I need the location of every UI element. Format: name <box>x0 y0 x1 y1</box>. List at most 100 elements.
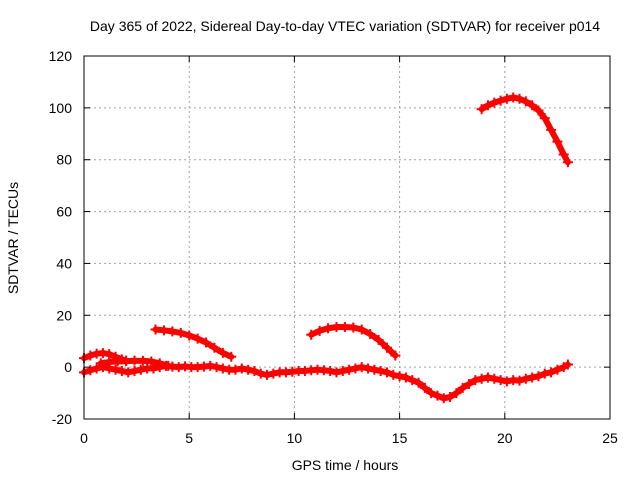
data-point <box>350 363 361 374</box>
data-point <box>85 365 96 376</box>
data-point <box>495 375 506 386</box>
x-axis-title: GPS time / hours <box>292 457 399 473</box>
data-point <box>211 362 222 373</box>
data-point <box>381 367 392 378</box>
data-point <box>482 372 493 383</box>
y-tick-label: 20 <box>56 307 72 323</box>
series-arc-5 <box>306 321 401 361</box>
data-point <box>154 358 165 369</box>
data-point <box>95 358 106 369</box>
data-point <box>129 355 140 366</box>
data-point <box>268 368 279 379</box>
data-point <box>533 105 544 116</box>
data-point <box>457 382 468 393</box>
data-point <box>91 363 102 374</box>
data-point <box>121 356 132 367</box>
data-point <box>381 342 392 353</box>
data-point <box>123 367 134 378</box>
x-tick-label: 10 <box>287 430 303 446</box>
data-point <box>255 368 266 379</box>
data-point <box>236 363 247 374</box>
y-axis-title: SDTVAR / TECUs <box>5 182 21 294</box>
data-point <box>158 325 169 336</box>
data-point <box>514 93 525 104</box>
data-point <box>432 390 443 401</box>
y-tick-label: 60 <box>56 204 72 220</box>
data-point <box>539 113 550 124</box>
data-point <box>243 364 254 375</box>
data-point <box>323 323 334 334</box>
data-point <box>148 363 159 374</box>
data-point <box>445 391 456 402</box>
data-point <box>163 360 174 371</box>
data-point <box>104 356 115 367</box>
data-point <box>489 373 500 384</box>
data-point <box>369 364 380 375</box>
data-point <box>562 359 573 370</box>
data-point <box>331 321 342 332</box>
data-point <box>539 368 550 379</box>
data-point <box>230 364 241 375</box>
data-point <box>552 364 563 375</box>
data-point <box>407 375 418 386</box>
data-point <box>520 373 531 384</box>
y-tick-label: 120 <box>49 48 73 64</box>
y-tick-label: 100 <box>49 100 73 116</box>
series-arc-3 <box>95 355 174 371</box>
data-point <box>217 347 228 358</box>
data-point <box>363 363 374 374</box>
data-point <box>116 366 127 377</box>
data-point <box>112 356 123 367</box>
data-point <box>470 375 481 386</box>
series-arc-2 <box>79 359 573 404</box>
x-tick-label: 25 <box>602 430 618 446</box>
data-point <box>489 97 500 108</box>
data-point <box>562 157 573 168</box>
chart-title: Day 365 of 2022, Sidereal Day-to-day VTE… <box>90 18 600 34</box>
data-layer <box>79 92 573 404</box>
data-point <box>546 367 557 378</box>
data-point <box>337 366 348 377</box>
data-point <box>552 136 563 147</box>
data-point <box>476 104 487 115</box>
data-point <box>262 369 273 380</box>
y-tick-label: -20 <box>52 411 72 427</box>
data-point <box>508 92 519 103</box>
data-point <box>201 337 212 348</box>
data-point <box>365 328 376 339</box>
data-point <box>348 322 359 333</box>
series-arc-6 <box>476 92 573 168</box>
data-point <box>110 364 121 375</box>
data-point <box>135 364 146 375</box>
data-point <box>438 393 449 404</box>
data-point <box>501 376 512 387</box>
data-point <box>146 356 157 367</box>
series-arc-4 <box>150 324 237 362</box>
data-point <box>546 124 557 135</box>
data-point <box>451 388 462 399</box>
x-tick-label: 15 <box>392 430 408 446</box>
data-point <box>331 367 342 378</box>
data-point <box>514 375 525 386</box>
data-point <box>184 330 195 341</box>
data-point <box>464 378 475 389</box>
data-point <box>527 100 538 111</box>
data-point <box>249 366 260 377</box>
data-point <box>150 324 161 335</box>
data-point <box>356 362 367 373</box>
data-point <box>339 321 350 332</box>
data-point <box>501 93 512 104</box>
x-tick-label: 0 <box>80 430 88 446</box>
data-point <box>373 334 384 345</box>
data-point <box>325 366 336 377</box>
data-point <box>167 326 178 337</box>
y-tick-label: 40 <box>56 255 72 271</box>
data-point <box>533 371 544 382</box>
data-point <box>495 95 506 106</box>
data-point <box>413 377 424 388</box>
data-point <box>192 333 203 344</box>
data-point <box>226 351 237 362</box>
data-point <box>375 366 386 377</box>
data-point <box>209 342 220 353</box>
data-point <box>394 371 405 382</box>
